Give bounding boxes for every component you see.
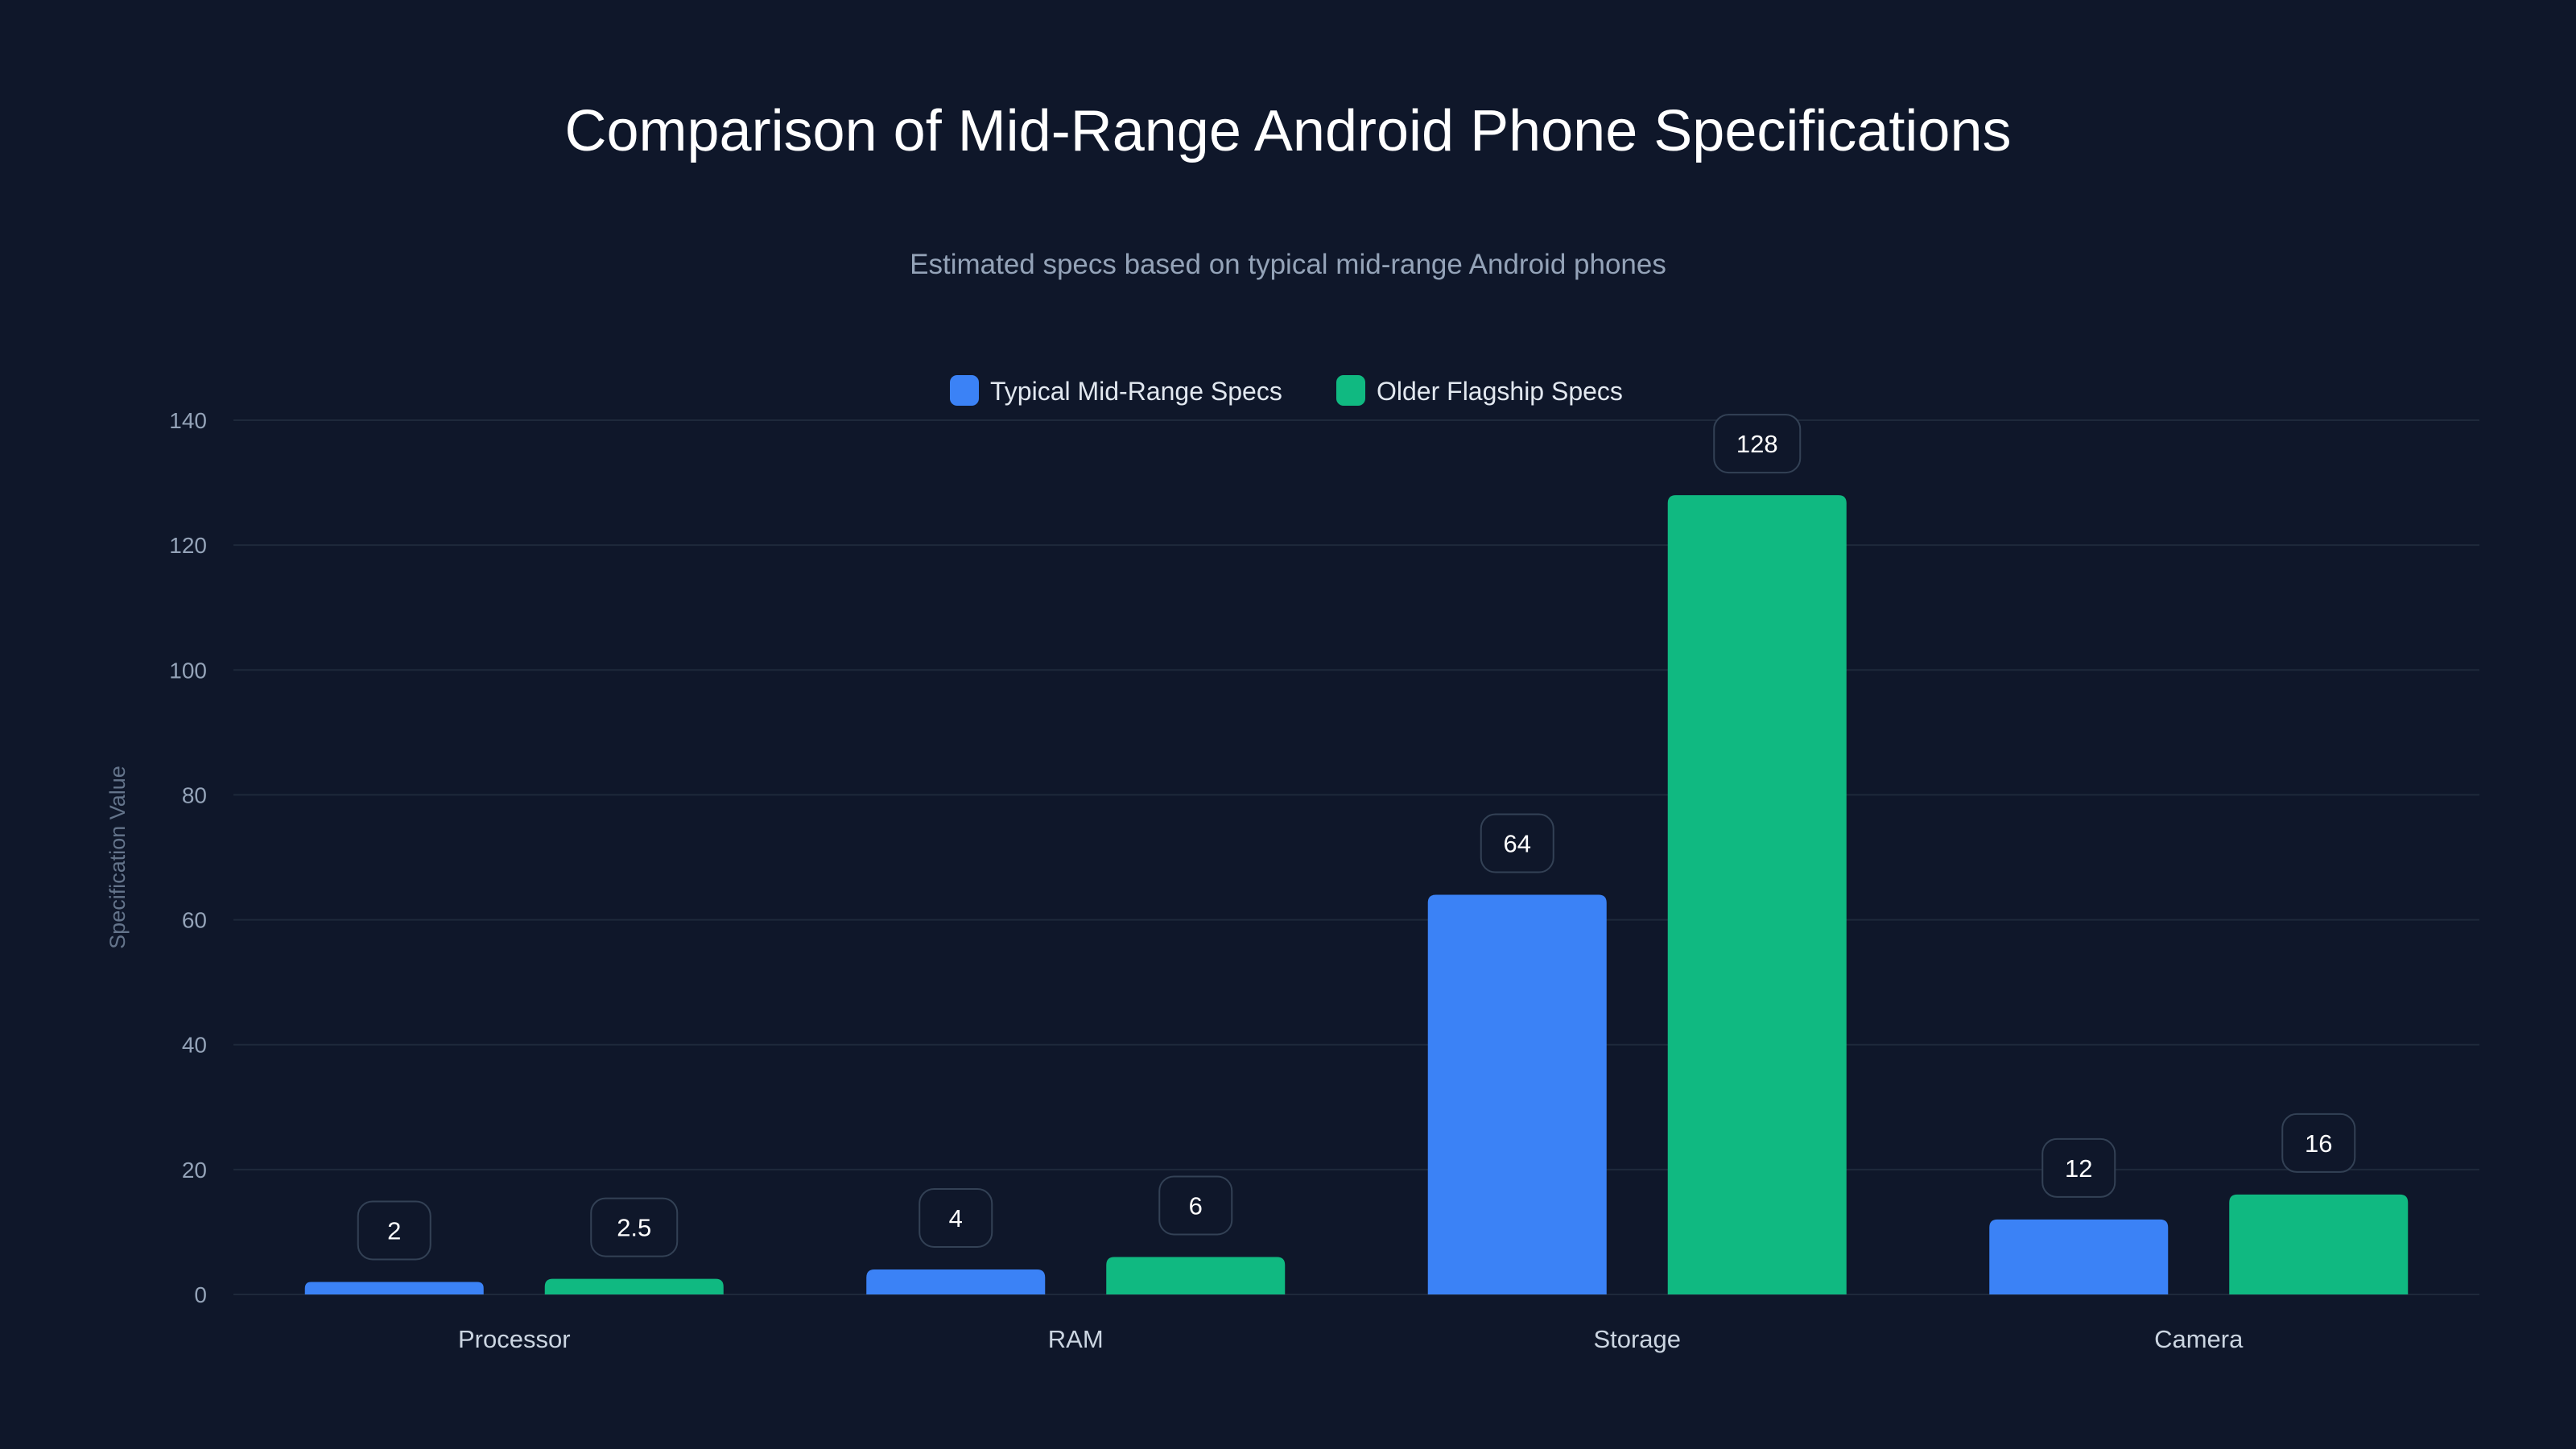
x-category-label: Camera	[2154, 1325, 2244, 1353]
data-label-box	[357, 1200, 431, 1261]
x-axis-categories: Processor RAM Storage Camera	[458, 1325, 2244, 1353]
x-category-label: Processor	[458, 1325, 571, 1353]
data-label-box	[590, 1197, 679, 1257]
y-tick-label: 40	[182, 1033, 207, 1058]
data-label: 128	[1736, 430, 1778, 458]
legend-swatch	[1336, 375, 1365, 406]
data-label: 2	[387, 1216, 401, 1245]
data-label: 6	[1189, 1191, 1203, 1220]
bar-typical-mid-range-specs-ram[interactable]	[866, 1269, 1046, 1294]
y-tick-label: 140	[169, 408, 207, 433]
bar-typical-mid-range-specs-processor[interactable]	[304, 1282, 484, 1294]
legend: Typical Mid-Range Specs Older Flagship Sp…	[950, 375, 1623, 406]
bar-typical-mid-range-specs-camera[interactable]	[1989, 1219, 2169, 1294]
bar-older-flagship-specs-processor[interactable]	[544, 1278, 724, 1294]
y-tick-label: 60	[182, 908, 207, 933]
data-label: 16	[2305, 1129, 2332, 1158]
legend-swatch	[950, 375, 979, 406]
bars	[304, 495, 2409, 1294]
y-tick-label: 120	[169, 533, 207, 558]
data-label: 4	[949, 1204, 963, 1232]
y-axis-ticks: 0 20 40 60 80 100 120 140	[169, 408, 207, 1307]
data-label: 2.5	[617, 1214, 651, 1242]
gridlines	[233, 419, 2479, 1295]
x-category-label: RAM	[1048, 1325, 1104, 1353]
legend-label[interactable]: Typical Mid-Range Specs	[990, 377, 1282, 406]
x-category-label: Storage	[1593, 1325, 1681, 1353]
y-tick-label: 80	[182, 782, 207, 807]
y-tick-label: 20	[182, 1158, 207, 1183]
data-label: 12	[2065, 1154, 2092, 1183]
legend-label[interactable]: Older Flagship Specs	[1377, 377, 1623, 406]
y-tick-label: 0	[194, 1282, 207, 1307]
data-label-box	[1480, 813, 1554, 873]
bar-older-flagship-specs-camera[interactable]	[2229, 1194, 2409, 1294]
chart-subtitle: Estimated specs based on typical mid-ran…	[910, 249, 1666, 280]
data-label-box	[919, 1187, 993, 1248]
data-labels: 2 2.5 4 6 64 128 12 16	[357, 414, 2356, 1261]
data-label-box	[1158, 1175, 1233, 1236]
data-label-box	[2041, 1137, 2116, 1198]
y-axis-label: Specification Value	[105, 766, 130, 949]
data-label: 64	[1504, 830, 1531, 858]
bar-older-flagship-specs-storage[interactable]	[1667, 495, 1847, 1294]
bar-typical-mid-range-specs-storage[interactable]	[1427, 894, 1607, 1294]
data-label-box	[1713, 414, 1802, 474]
bar-older-flagship-specs-ram[interactable]	[1106, 1257, 1286, 1294]
chart-title: Comparison of Mid-Range Android Phone Sp…	[564, 99, 2011, 163]
data-label-box	[2281, 1113, 2356, 1173]
y-tick-label: 100	[169, 658, 207, 683]
